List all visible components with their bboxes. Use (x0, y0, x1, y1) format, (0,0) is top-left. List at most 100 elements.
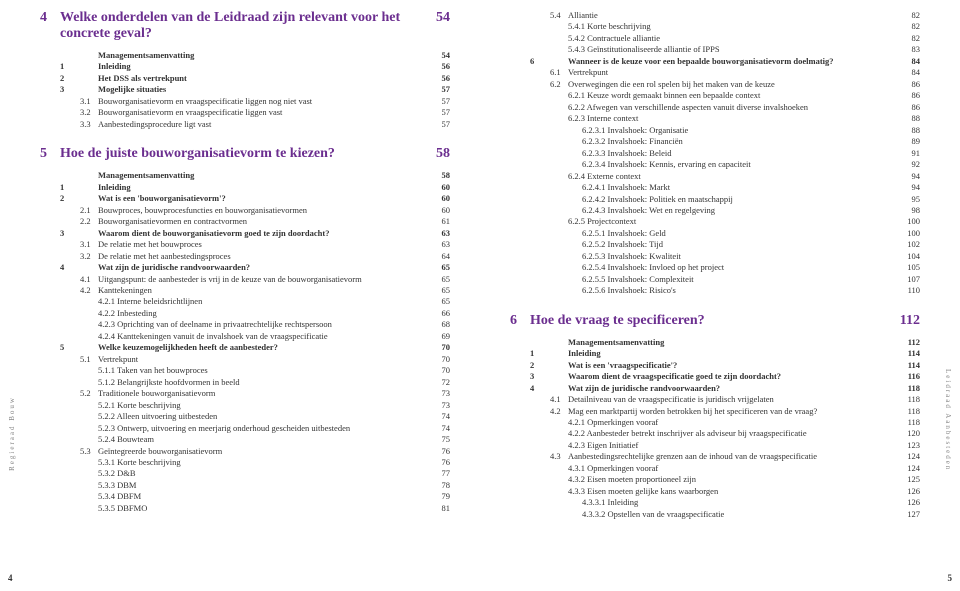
toc-row: 5.3.4 DBFM79 (60, 491, 450, 502)
right-page: Leidraad Aanbesteden 5 5.4Alliantie825.4… (480, 0, 960, 591)
toc-text: De relatie met het aanbestedingsproces (98, 251, 428, 262)
toc-num1 (60, 308, 80, 319)
toc-row: 6.2.5.6 Invalshoek: Risico's110 (530, 285, 920, 296)
toc-row: 2Wat is een 'bouworganisatievorm'?60 (60, 193, 450, 204)
toc-row: 4.1Detailniveau van de vraagspecificatie… (530, 394, 920, 405)
toc-row: 3.1De relatie met het bouwproces63 (60, 239, 450, 250)
toc-row: 5.2.2 Alleen uitvoering uitbesteden74 (60, 411, 450, 422)
toc-page: 76 (428, 457, 450, 468)
toc-num2: 5.4 (550, 10, 568, 21)
toc-row: 5.4.2 Contractuele alliantie82 (530, 33, 920, 44)
ch4-rows: Managementsamenvatting541Inleiding562Het… (60, 50, 450, 130)
toc-num2 (550, 383, 568, 394)
toc-page: 74 (428, 423, 450, 434)
toc-num1 (60, 354, 80, 365)
toc-num1 (530, 148, 550, 159)
toc-num1 (530, 285, 550, 296)
toc-num2 (80, 61, 98, 72)
toc-num2 (80, 193, 98, 204)
toc-row: 6Wanneer is de keuze voor een bepaalde b… (530, 56, 920, 67)
chapter-num: 5 (40, 146, 60, 162)
toc-num1 (60, 170, 80, 181)
toc-num2 (550, 474, 568, 485)
toc-num2 (550, 285, 568, 296)
toc-page: 124 (898, 451, 920, 462)
toc-row: Managementsamenvatting112 (530, 337, 920, 348)
toc-num2 (80, 342, 98, 353)
toc-row: 6.2.5 Projectcontext100 (530, 216, 920, 227)
toc-row: 5.2.4 Bouwteam75 (60, 434, 450, 445)
toc-num2 (550, 440, 568, 451)
toc-num1 (60, 274, 80, 285)
toc-text: 6.2.5 Projectcontext (568, 216, 898, 227)
toc-page: 83 (898, 44, 920, 55)
toc-page: 91 (898, 148, 920, 159)
toc-num2: 3.3 (80, 119, 98, 130)
toc-text: 6.2.5.5 Invalshoek: Complexiteit (568, 274, 898, 285)
side-label-right: Leidraad Aanbesteden (944, 369, 952, 471)
toc-page: 100 (898, 228, 920, 239)
toc-text: 4.3.1 Opmerkingen vooraf (568, 463, 898, 474)
toc-num2 (550, 262, 568, 273)
toc-row: 6.2.3.2 Invalshoek: Financiën89 (530, 136, 920, 147)
toc-page: 114 (898, 360, 920, 371)
toc-text: De relatie met het bouwproces (98, 239, 428, 250)
chapter-page: 54 (436, 10, 450, 42)
toc-num2: 3.2 (80, 107, 98, 118)
toc-num2 (550, 182, 568, 193)
toc-num2 (550, 21, 568, 32)
toc-num2: 5.1 (80, 354, 98, 365)
toc-row: 1Inleiding114 (530, 348, 920, 359)
toc-page: 65 (428, 274, 450, 285)
toc-row: 3.2De relatie met het aanbestedingsproce… (60, 251, 450, 262)
toc-num1 (60, 503, 80, 514)
toc-page: 65 (428, 296, 450, 307)
toc-num2 (550, 90, 568, 101)
toc-text: Traditionele bouworganisatievorm (98, 388, 428, 399)
toc-page: 118 (898, 406, 920, 417)
toc-page: 61 (428, 216, 450, 227)
toc-page: 84 (898, 67, 920, 78)
page-number-right: 5 (948, 573, 953, 583)
toc-num1 (60, 480, 80, 491)
chapter-text: Welke onderdelen van de Leidraad zijn re… (60, 10, 436, 42)
toc-num1 (60, 434, 80, 445)
toc-num2 (80, 377, 98, 388)
toc-text: 4.3.3.1 Inleiding (568, 497, 898, 508)
toc-text: 4.3.2 Eisen moeten proportioneel zijn (568, 474, 898, 485)
toc-num2 (550, 113, 568, 124)
toc-num1 (530, 440, 550, 451)
toc-page: 89 (898, 136, 920, 147)
toc-text: Vertrekpunt (98, 354, 428, 365)
toc-page: 81 (428, 503, 450, 514)
toc-row: Managementsamenvatting54 (60, 50, 450, 61)
toc-num2: 4.2 (550, 406, 568, 417)
toc-text: Waarom dient de bouworganisatievorm goed… (98, 228, 428, 239)
page-number-left: 4 (8, 573, 13, 583)
toc-num2 (550, 497, 568, 508)
toc-num1 (530, 486, 550, 497)
chapter-page: 58 (436, 146, 450, 162)
toc-page: 73 (428, 400, 450, 411)
toc-row: 6.2.4.1 Invalshoek: Markt94 (530, 182, 920, 193)
toc-num2 (550, 148, 568, 159)
toc-text: Wanneer is de keuze voor een bepaalde bo… (568, 56, 898, 67)
toc-page: 125 (898, 474, 920, 485)
toc-page: 110 (898, 285, 920, 296)
toc-num2 (80, 434, 98, 445)
toc-num2 (80, 400, 98, 411)
toc-text: 4.3.3 Eisen moeten gelijke kans waarborg… (568, 486, 898, 497)
chapter-5-title: 5 Hoe de juiste bouworganisatievorm te k… (40, 146, 450, 162)
toc-page: 82 (898, 21, 920, 32)
toc-row: 6.2.5.1 Invalshoek: Geld100 (530, 228, 920, 239)
toc-num2 (80, 491, 98, 502)
toc-row: 4.3.1 Opmerkingen vooraf124 (530, 463, 920, 474)
toc-num1 (530, 406, 550, 417)
toc-text: Wat is een 'bouworganisatievorm'? (98, 193, 428, 204)
toc-num1: 1 (530, 348, 550, 359)
toc-row: 4.1Uitgangspunt: de aanbesteder is vrij … (60, 274, 450, 285)
toc-text: Bouwproces, bouwprocesfuncties en bouwor… (98, 205, 428, 216)
toc-text: Mogelijke situaties (98, 84, 428, 95)
toc-page: 72 (428, 377, 450, 388)
toc-num2: 6.1 (550, 67, 568, 78)
